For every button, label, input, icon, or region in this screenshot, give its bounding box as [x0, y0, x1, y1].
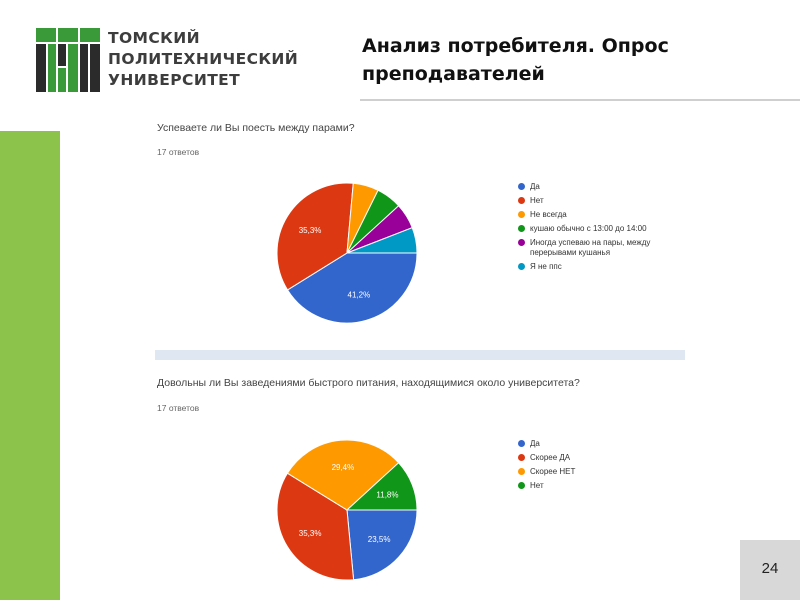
chart1-legend-item: Нет	[518, 196, 690, 206]
chart2-title: Довольны ли Вы заведениями быстрого пита…	[157, 377, 580, 389]
chart1-legend-item: кушаю обычно с 13:00 до 14:00	[518, 224, 690, 234]
chart1-label-1: 35,3%	[299, 226, 322, 235]
legend-dot-icon	[518, 263, 525, 270]
chart2-legend-item: Нет	[518, 481, 575, 491]
chart2-subtitle: 17 ответов	[157, 403, 200, 413]
chart2-label-1: 35,3%	[299, 529, 322, 538]
chart2-legend-item: Да	[518, 439, 575, 449]
legend-label: Скорее НЕТ	[530, 467, 576, 476]
legend-label: Да	[530, 439, 540, 448]
chart1-label-0: 41,2%	[348, 291, 371, 300]
chart1-legend-item: Я не ппс	[518, 262, 690, 272]
legend-dot-icon	[518, 239, 525, 246]
chart1-slice-5	[346, 227, 418, 254]
chart1-slice-1	[276, 182, 354, 291]
chart2-slice-3	[345, 462, 418, 511]
side-accent-bar	[0, 131, 60, 600]
university-line-2: ПОЛИТЕХНИЧЕСКИЙ	[108, 50, 299, 68]
legend-label: Нет	[530, 481, 544, 490]
chart1-slice-0	[286, 252, 418, 324]
university-line-1: ТОМСКИЙ	[108, 29, 200, 47]
university-logo	[36, 28, 100, 92]
legend-label: Иногда успеваю на пары, между перерывами…	[530, 238, 651, 257]
chart2-legend-item: Скорее ДА	[518, 453, 575, 463]
legend-dot-icon	[518, 482, 525, 489]
chart1-legend-item: Не всегда	[518, 210, 690, 220]
legend-dot-icon	[518, 211, 525, 218]
chart2-slice-0	[346, 509, 418, 581]
chart1-legend-item: Иногда успеваю на пары, между перерывами…	[518, 238, 690, 258]
university-line-3: УНИВЕРСИТЕТ	[108, 71, 241, 89]
page-number-box: 24	[740, 540, 800, 600]
legend-label: Скорее ДА	[530, 453, 571, 462]
university-name: ТОМСКИЙ ПОЛИТЕХНИЧЕСКИЙ УНИВЕРСИТЕТ	[108, 28, 298, 91]
chart2-label-0: 23,5%	[368, 535, 391, 544]
chart1-legend-item: Да	[518, 182, 690, 192]
legend-label: Нет	[530, 196, 544, 205]
chart2-legend-item: Скорее НЕТ	[518, 467, 575, 477]
chart2-label-3: 11,8%	[376, 490, 398, 499]
slide-title: Анализ потребителя. Опрос преподавателей	[362, 35, 669, 85]
chart2-legend: Да Скорее ДА Скорее НЕТ Нет	[518, 439, 575, 495]
chart2-slice-2	[286, 439, 400, 511]
legend-dot-icon	[518, 197, 525, 204]
legend-label: Я не ппс	[530, 262, 562, 271]
legend-label: Да	[530, 182, 540, 191]
chart2-slice-1	[276, 472, 355, 581]
chart1-legend: Да Нет Не всегда кушаю обычно с 13:00 до 14…	[518, 182, 690, 276]
chart2-label-2: 29,4%	[332, 463, 355, 472]
page-number: 24	[761, 560, 779, 577]
chart1-subtitle: 17 ответов	[157, 147, 200, 157]
section-divider	[155, 350, 685, 360]
legend-label: Не всегда	[530, 210, 567, 219]
legend-dot-icon	[518, 183, 525, 190]
header-divider	[360, 99, 800, 101]
legend-dot-icon	[518, 440, 525, 447]
chart1-title: Успеваете ли Вы поесть между парами?	[157, 122, 355, 134]
legend-label: кушаю обычно с 13:00 до 14:00	[530, 224, 647, 233]
legend-dot-icon	[518, 225, 525, 232]
legend-dot-icon	[518, 454, 525, 461]
legend-dot-icon	[518, 468, 525, 475]
